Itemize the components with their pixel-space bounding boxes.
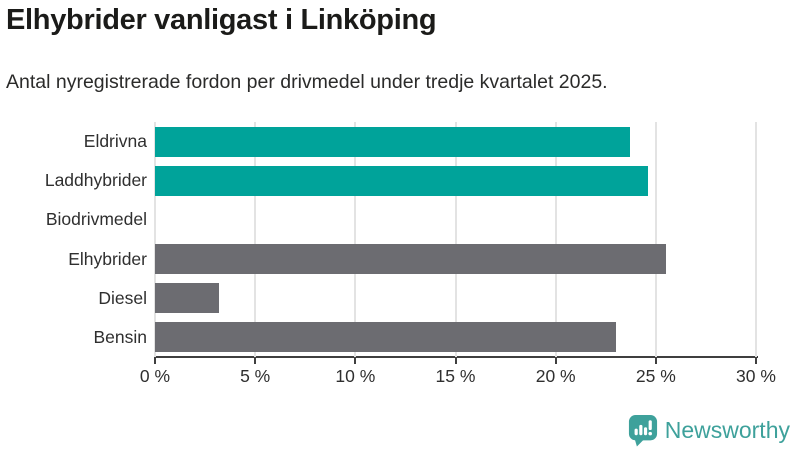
x-axis-tick <box>755 358 757 364</box>
x-axis-tick-label: 25 % <box>635 366 676 386</box>
gridline <box>154 122 156 357</box>
bar-elhybrider <box>155 244 666 275</box>
x-axis-tick-label: 0 % <box>139 366 171 386</box>
newsworthy-logo: Newsworthy <box>628 414 790 447</box>
gridline <box>654 122 657 357</box>
gridline <box>454 122 457 357</box>
category-label: Biodrivmedel <box>45 209 147 230</box>
x-axis-tick-label: 30 % <box>736 366 776 386</box>
x-axis-tick <box>354 358 357 364</box>
bar-laddhybrider <box>155 165 648 196</box>
gridline <box>554 122 557 357</box>
newsworthy-bar-chart-speech-bubble-icon <box>628 414 658 447</box>
category-label: Elhybrider <box>68 248 147 269</box>
bar-bensin <box>155 322 616 353</box>
x-axis-tick <box>254 358 257 364</box>
gridline <box>354 122 357 357</box>
x-axis-tick-label: 15 % <box>435 366 476 386</box>
x-axis-tick <box>454 358 457 364</box>
gridline <box>755 122 757 357</box>
gridline <box>254 122 257 357</box>
x-axis-tick-label: 20 % <box>535 366 576 386</box>
bar-diesel <box>155 283 220 314</box>
category-label: Bensin <box>93 326 147 347</box>
category-label: Laddhybrider <box>44 170 147 191</box>
chart-subtitle: Antal nyregistrerade fordon per drivmede… <box>6 71 608 93</box>
category-label: Diesel <box>98 287 147 308</box>
x-axis-tick-label: 10 % <box>335 366 376 386</box>
x-axis-tick <box>554 358 557 364</box>
chart-title: Elhybrider vanligast i Linköping <box>6 4 437 36</box>
plot-area <box>154 122 757 357</box>
x-axis-tick <box>154 358 156 364</box>
x-axis-tick-label: 5 % <box>240 366 271 386</box>
newsworthy-logo-text: Newsworthy <box>664 417 790 443</box>
x-axis-line <box>154 356 758 358</box>
category-label: Eldrivna <box>83 131 147 151</box>
bar-eldrivna <box>155 126 630 157</box>
x-axis-tick <box>654 358 657 364</box>
